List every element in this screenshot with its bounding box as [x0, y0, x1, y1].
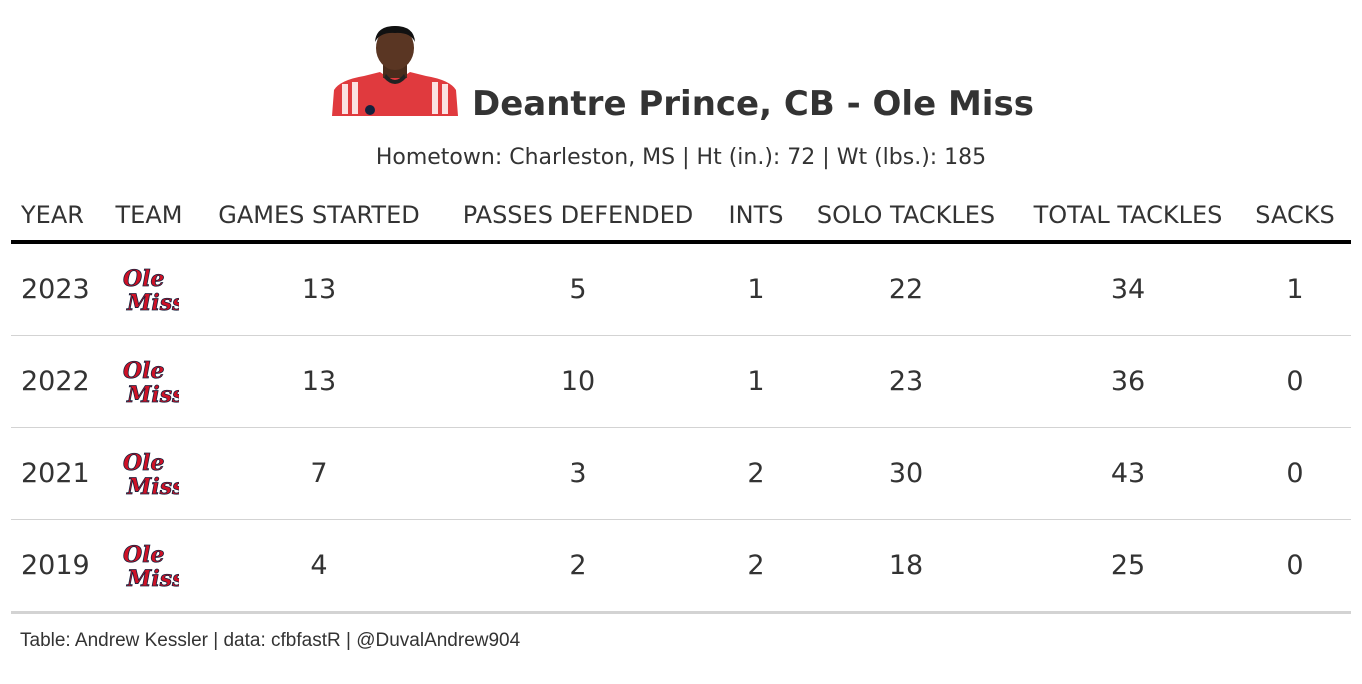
column-header-total-tackles: TOTAL TACKLES	[1017, 190, 1239, 244]
ole-miss-logo-icon: Ole Miss	[123, 541, 179, 592]
cell-ints: 1	[717, 242, 795, 336]
table-row: 2019 Ole Miss 4 2 2 18 25 0	[11, 519, 1351, 614]
cell-games-started: 4	[199, 519, 439, 614]
svg-text:Ole: Ole	[123, 266, 165, 292]
cell-games-started: 13	[199, 335, 439, 428]
stats-table: YEAR TEAM GAMES STARTED PASSES DEFENDED …	[11, 190, 1351, 614]
cell-team: Ole Miss	[99, 519, 199, 614]
svg-text:Ole: Ole	[123, 358, 165, 384]
player-headshot	[332, 26, 458, 116]
player-bio-subtitle: Hometown: Charleston, MS | Ht (in.): 72 …	[375, 145, 987, 170]
cell-ints: 2	[717, 427, 795, 520]
cell-passes-defended: 3	[439, 427, 717, 520]
cell-year: 2021	[11, 427, 99, 520]
svg-text:Miss: Miss	[126, 290, 179, 316]
cell-sacks: 1	[1239, 242, 1351, 336]
table-row: 2022 Ole Miss 13 10 1 23 36 0	[11, 335, 1351, 428]
cell-year: 2019	[11, 519, 99, 614]
svg-text:Miss: Miss	[126, 382, 179, 408]
cell-team: Ole Miss	[99, 427, 199, 520]
cell-sacks: 0	[1239, 335, 1351, 428]
svg-text:Ole: Ole	[123, 542, 165, 568]
svg-text:Miss: Miss	[126, 474, 179, 500]
cell-ints: 2	[717, 519, 795, 614]
cell-games-started: 7	[199, 427, 439, 520]
cell-solo-tackles: 22	[795, 242, 1017, 336]
ole-miss-logo-icon: Ole Miss	[123, 357, 179, 408]
cell-team: Ole Miss	[99, 335, 199, 428]
column-header-year: YEAR	[11, 190, 99, 244]
table-header-block: Deantre Prince, CB - Ole Miss Hometown: …	[0, 0, 1362, 190]
table-row: 2023 Ole Miss 13 5 1 22 34 1	[11, 242, 1351, 336]
column-header-ints: INTS	[717, 190, 795, 244]
cell-total-tackles: 25	[1017, 519, 1239, 614]
column-header-sacks: SACKS	[1239, 190, 1351, 244]
cell-ints: 1	[717, 335, 795, 428]
column-header-passes-defended: PASSES DEFENDED	[439, 190, 717, 244]
page-title: Deantre Prince, CB - Ole Miss	[472, 84, 1034, 124]
ole-miss-logo-icon: Ole Miss	[123, 265, 179, 316]
cell-sacks: 0	[1239, 519, 1351, 614]
svg-text:Miss: Miss	[126, 566, 179, 592]
table-header-row: YEAR TEAM GAMES STARTED PASSES DEFENDED …	[11, 190, 1351, 244]
cell-sacks: 0	[1239, 427, 1351, 520]
cell-year: 2022	[11, 335, 99, 428]
cell-games-started: 13	[199, 242, 439, 336]
cell-solo-tackles: 18	[795, 519, 1017, 614]
cell-passes-defended: 2	[439, 519, 717, 614]
cell-solo-tackles: 23	[795, 335, 1017, 428]
cell-team: Ole Miss	[99, 242, 199, 336]
svg-text:Ole: Ole	[123, 450, 165, 476]
table-row: 2021 Ole Miss 7 3 2 30 43 0	[11, 427, 1351, 520]
cell-total-tackles: 34	[1017, 242, 1239, 336]
column-header-solo-tackles: SOLO TACKLES	[795, 190, 1017, 244]
ole-miss-logo-icon: Ole Miss	[123, 449, 179, 500]
cell-total-tackles: 43	[1017, 427, 1239, 520]
column-header-games-started: GAMES STARTED	[199, 190, 439, 244]
cell-passes-defended: 10	[439, 335, 717, 428]
cell-solo-tackles: 30	[795, 427, 1017, 520]
cell-year: 2023	[11, 242, 99, 336]
column-header-team: TEAM	[99, 190, 199, 244]
cell-total-tackles: 36	[1017, 335, 1239, 428]
cell-passes-defended: 5	[439, 242, 717, 336]
source-caption: Table: Andrew Kessler | data: cfbfastR |…	[20, 630, 521, 651]
